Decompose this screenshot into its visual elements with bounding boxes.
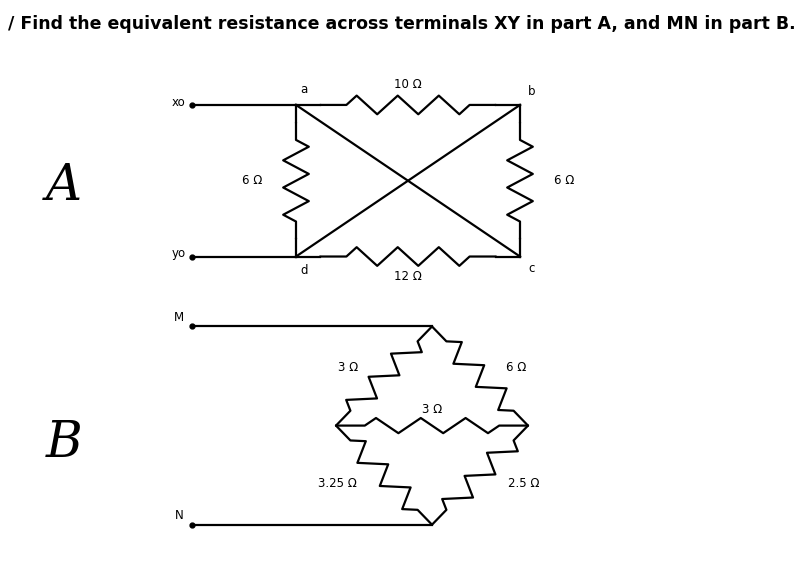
Text: A: A — [46, 162, 82, 211]
Text: 3.25 Ω: 3.25 Ω — [318, 477, 357, 490]
Text: 10 Ω: 10 Ω — [394, 78, 422, 91]
Text: b: b — [528, 85, 535, 98]
Text: d: d — [300, 264, 307, 276]
Text: B: B — [46, 419, 82, 468]
Text: yo: yo — [171, 247, 186, 260]
Text: c: c — [528, 262, 534, 275]
Text: a: a — [300, 83, 307, 96]
Text: 6 Ω: 6 Ω — [506, 361, 526, 374]
Text: / Find the equivalent resistance across terminals XY in part A, and MN in part B: / Find the equivalent resistance across … — [8, 15, 796, 33]
Text: 3 Ω: 3 Ω — [422, 403, 442, 416]
Text: xo: xo — [172, 96, 186, 108]
Text: 6 Ω: 6 Ω — [554, 174, 574, 187]
Text: 2.5 Ω: 2.5 Ω — [508, 477, 540, 490]
Text: M: M — [174, 311, 184, 324]
Text: N: N — [175, 509, 184, 522]
Text: 12 Ω: 12 Ω — [394, 271, 422, 283]
Text: 6 Ω: 6 Ω — [242, 174, 262, 187]
Text: 3 Ω: 3 Ω — [338, 361, 358, 374]
